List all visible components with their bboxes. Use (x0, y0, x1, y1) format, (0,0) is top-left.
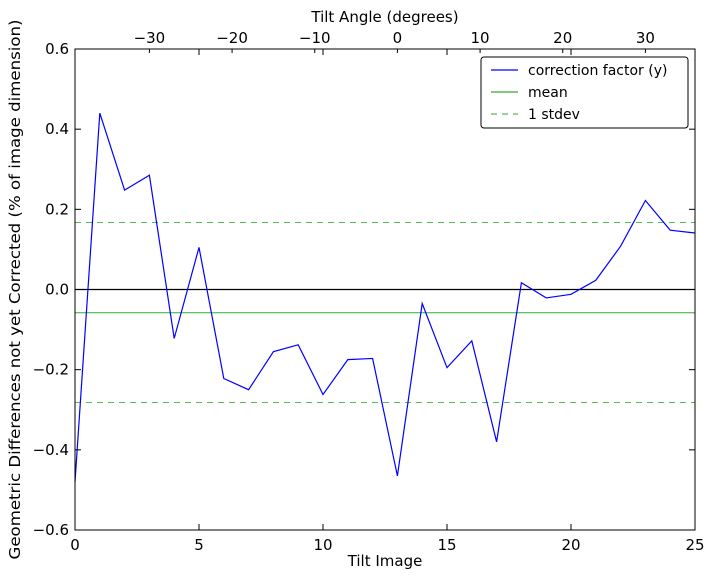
top-tick-label: −20 (216, 29, 248, 47)
reference-lines (75, 222, 695, 404)
x-tick-label: 15 (437, 536, 456, 554)
top-tick-label: 30 (636, 29, 655, 47)
x-axis-label: Tilt Image (347, 552, 423, 570)
series-layer (74, 112, 696, 482)
x-tick-label: 5 (194, 536, 204, 554)
y-tick-label: 0.2 (45, 200, 69, 218)
bottom-x-axis: 0 5 10 15 20 25 (70, 49, 705, 554)
top-tick-label: 10 (471, 29, 490, 47)
top-tick-label: −10 (299, 29, 331, 47)
y-tick-label: −0.4 (33, 441, 69, 459)
top-tick-label: 20 (553, 29, 572, 47)
legend-label: correction factor (y) (528, 63, 667, 79)
y-tick-label: 0.0 (45, 281, 69, 299)
x-tick-label: 25 (685, 536, 704, 554)
top-tick-label: 0 (393, 29, 403, 47)
y-tick-label: −0.6 (33, 521, 69, 539)
top-x-axis-label: Tilt Angle (degrees) (310, 8, 458, 26)
legend: correction factor (y) mean 1 stdev (480, 56, 689, 129)
legend-box (480, 56, 689, 129)
y-tick-label: 0.6 (45, 40, 69, 58)
y-axis-label: Geometric Differences not yet Corrected … (6, 20, 24, 560)
legend-label: mean (528, 85, 568, 101)
x-tick-label: 0 (70, 536, 80, 554)
y-tick-label: −0.2 (33, 361, 69, 379)
x-tick-label: 10 (313, 536, 332, 554)
y-axis: −0.6 −0.4 −0.2 0.0 0.2 0.4 0.6 (33, 40, 695, 539)
legend-label: 1 stdev (528, 107, 580, 123)
top-x-axis: −30 −20 −10 0 10 20 30 (134, 29, 655, 53)
y-tick-label: 0.4 (45, 120, 69, 138)
correction-factor-line (74, 112, 696, 482)
x-tick-label: 20 (561, 536, 580, 554)
top-tick-label: −30 (134, 29, 166, 47)
